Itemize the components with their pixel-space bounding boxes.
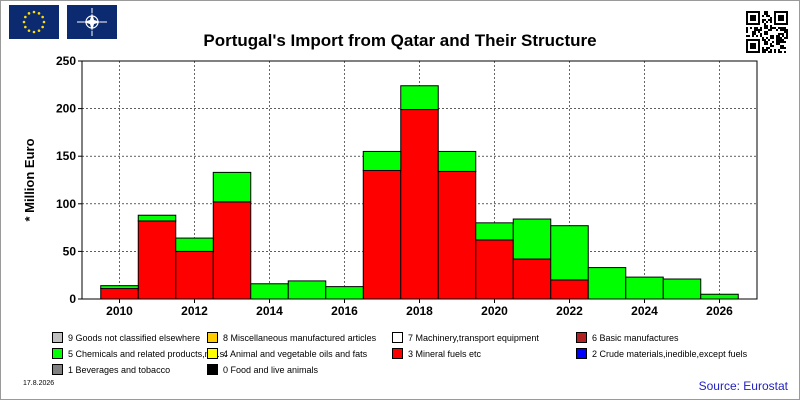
y-tick-label: 100: [56, 197, 76, 211]
bar-segment: [437, 170, 477, 300]
y-axis-label: * Million Euro: [22, 138, 37, 221]
bar-segment: [362, 169, 402, 300]
legend-swatch: [207, 348, 218, 359]
eu-flag-icon: [9, 5, 59, 39]
y-tick-label: 250: [56, 54, 76, 68]
legend-label: 6 Basic manufactures: [592, 332, 679, 343]
legend-label: 4 Animal and vegetable oils and fats: [223, 348, 368, 359]
nato-flag-icon: [67, 5, 117, 39]
legend-swatch: [52, 348, 63, 359]
bar-segment: [362, 150, 402, 171]
date-stamp: 17.8.2026: [23, 380, 55, 387]
legend-item: 7 Machinery,transport equipment: [392, 332, 539, 343]
legend-label: 9 Goods not classified elsewhere: [68, 332, 201, 343]
legend-item: 9 Goods not classified elsewhere: [52, 332, 200, 343]
x-tick-label: 2018: [406, 304, 433, 318]
bar-segment: [550, 279, 589, 300]
x-tick-label: 2022: [556, 304, 583, 318]
bar-segment: [437, 150, 477, 172]
legend-label: 8 Miscellaneous manufactured articles: [223, 332, 377, 343]
legend-swatch: [207, 364, 218, 375]
legend-label: 0 Food and live animals: [223, 364, 319, 375]
bar-segment: [512, 258, 552, 300]
bar-segment: [400, 109, 439, 300]
bar-segment: [212, 201, 252, 300]
legend-label: 1 Beverages and tobacco: [68, 364, 171, 375]
bar-segment: [662, 278, 702, 300]
bar-segment: [137, 220, 177, 300]
source-credit: Source: Eurostat: [698, 379, 788, 393]
legend-item: 0 Food and live animals: [207, 364, 318, 375]
legend-label: 7 Machinery,transport equipment: [408, 332, 539, 343]
legend-item: 4 Animal and vegetable oils and fats: [207, 348, 367, 359]
x-tick-label: 2024: [631, 304, 658, 318]
bar-segment: [212, 171, 252, 203]
x-tick-label: 2010: [106, 304, 133, 318]
legend-label: 2 Crude materials,inedible,except fuels: [592, 348, 748, 359]
y-tick-label: 150: [56, 149, 76, 163]
bar-segment: [587, 267, 627, 300]
y-tick-label: 200: [56, 102, 76, 116]
bar-segment: [550, 225, 589, 281]
x-tick-label: 2020: [481, 304, 508, 318]
legend-swatch: [52, 364, 63, 375]
bar-segment: [700, 293, 739, 300]
bar-segment: [625, 276, 664, 300]
bar-segment: [100, 285, 139, 290]
bar-segment: [100, 288, 139, 300]
legend-swatch: [392, 332, 403, 343]
y-tick-label: 0: [69, 292, 76, 306]
x-tick-label: 2026: [706, 304, 733, 318]
bar-segment: [175, 250, 214, 300]
legend-swatch: [392, 348, 403, 359]
bar-segment: [137, 214, 177, 222]
bar-segment: [175, 237, 214, 252]
x-tick-label: 2012: [181, 304, 208, 318]
bar-segment: [250, 283, 289, 300]
bar-segment: [325, 286, 364, 300]
x-tick-label: 2014: [256, 304, 283, 318]
legend-item: 8 Miscellaneous manufactured articles: [207, 332, 376, 343]
y-tick-label: 50: [63, 244, 77, 258]
bar-segment: [475, 239, 514, 300]
legend-item: 2 Crude materials,inedible,except fuels: [576, 348, 747, 359]
legend-item: 3 Mineral fuels etc: [392, 348, 481, 359]
legend-item: 5 Chemicals and related products,n.e.s.: [52, 348, 227, 359]
bar-segment: [287, 280, 327, 300]
legend-swatch: [576, 332, 587, 343]
legend-item: 1 Beverages and tobacco: [52, 364, 170, 375]
chart-title: Portugal's Import from Qatar and Their S…: [203, 31, 597, 50]
legend-swatch: [576, 348, 587, 359]
bar-segment: [400, 85, 439, 111]
legend-label: 5 Chemicals and related products,n.e.s.: [68, 348, 227, 359]
legend-swatch: [52, 332, 63, 343]
x-tick-label: 2016: [331, 304, 358, 318]
legend-item: 6 Basic manufactures: [576, 332, 679, 343]
legend-label: 3 Mineral fuels etc: [408, 348, 482, 359]
bar-segment: [512, 218, 552, 260]
qr-code-icon[interactable]: [746, 11, 788, 53]
legend-swatch: [207, 332, 218, 343]
bar-segment: [475, 222, 514, 241]
